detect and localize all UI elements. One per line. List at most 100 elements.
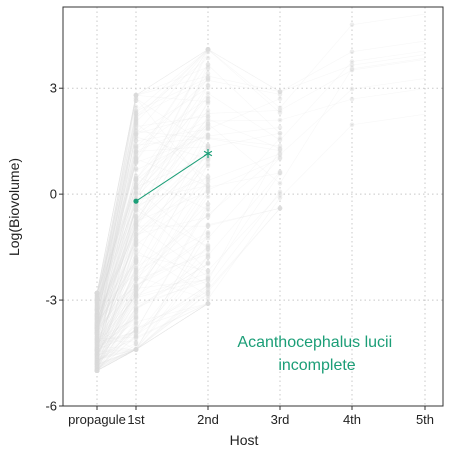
background-point <box>133 213 139 219</box>
background-point <box>133 306 139 312</box>
background-point <box>205 254 211 260</box>
lineage-segment <box>279 68 353 184</box>
lineage-segment <box>135 303 209 329</box>
background-point <box>205 77 211 82</box>
background-point <box>133 260 139 265</box>
background-point <box>205 75 211 81</box>
highlight-point <box>133 198 139 204</box>
background-point <box>205 47 211 52</box>
background-point <box>133 339 139 345</box>
background-point <box>94 334 100 339</box>
background-point <box>94 330 100 335</box>
lineage-segment <box>96 349 137 371</box>
background-point <box>205 233 211 238</box>
lineage-segment <box>96 224 137 324</box>
lineage-segment <box>135 250 209 297</box>
background-point <box>205 282 211 287</box>
background-point <box>94 344 100 349</box>
background-point <box>133 289 139 294</box>
background-point <box>133 309 139 315</box>
background-point <box>277 146 283 151</box>
background-point <box>205 301 211 306</box>
background-point <box>94 301 100 307</box>
lineage-segment <box>96 177 137 325</box>
background-point <box>94 345 100 350</box>
background-point <box>133 92 139 98</box>
lineage-segment <box>135 136 209 160</box>
lineage-segment <box>96 134 137 328</box>
background-point <box>133 124 139 129</box>
background-point <box>133 155 139 161</box>
lineage-segment <box>96 205 137 350</box>
lineage-segment <box>96 224 137 328</box>
x-tick-label: 2nd <box>197 412 219 427</box>
lineage-segment <box>279 98 353 121</box>
lineage-segment <box>135 186 209 294</box>
lineage-segment <box>96 153 137 316</box>
background-point <box>94 303 100 309</box>
background-point <box>205 274 211 280</box>
background-point <box>133 119 139 125</box>
lineage-segment <box>96 328 137 364</box>
background-point <box>205 83 211 88</box>
background-point <box>205 276 211 282</box>
background-point <box>94 367 100 373</box>
lineage-segment <box>96 244 137 342</box>
background-point <box>133 347 139 352</box>
lineage-segment <box>96 118 137 338</box>
background-point <box>94 319 100 325</box>
background-point <box>133 347 139 352</box>
lineage-segment <box>96 316 137 349</box>
background-point <box>94 339 100 345</box>
background-point <box>94 322 100 328</box>
background-point <box>133 120 139 126</box>
lineage-segment <box>96 241 137 330</box>
background-point <box>205 235 211 241</box>
background-point <box>94 358 100 364</box>
lineage-segment <box>96 252 137 335</box>
background-point <box>133 205 139 211</box>
lineage-segment <box>96 219 137 333</box>
background-point <box>205 255 211 260</box>
lineage-segment <box>135 191 209 222</box>
background-point <box>205 144 211 149</box>
background-point <box>94 347 100 353</box>
background-point <box>94 349 100 355</box>
lineage-segment <box>135 303 209 339</box>
lineage-segment <box>135 137 209 146</box>
lineage-segment <box>96 130 137 300</box>
lineage-segment <box>135 75 209 96</box>
background-point <box>94 354 100 360</box>
lineage-segment <box>96 307 137 364</box>
background-point <box>94 342 100 347</box>
background-point <box>205 113 211 119</box>
lineage-segment <box>96 292 137 342</box>
background-point <box>205 95 211 100</box>
background-point <box>133 277 139 282</box>
background-point <box>205 47 211 52</box>
background-point <box>94 350 100 355</box>
lineage-segment <box>96 293 137 354</box>
background-point <box>133 267 139 273</box>
lineage-segment <box>96 158 137 317</box>
background-point <box>133 156 139 162</box>
lineage-segment <box>135 158 209 186</box>
background-point <box>205 243 211 249</box>
background-point <box>133 326 139 331</box>
background-point <box>133 191 139 196</box>
background-point <box>205 201 211 207</box>
background-point <box>94 360 100 366</box>
background-point <box>94 368 100 373</box>
lineage-segment <box>135 87 209 135</box>
background-point <box>133 241 139 246</box>
background-point <box>133 347 139 352</box>
background-point <box>94 349 100 354</box>
background-point <box>133 219 139 225</box>
background-point <box>133 180 139 186</box>
background-point <box>277 130 283 136</box>
lineage-segment <box>96 199 137 310</box>
background-point <box>94 306 100 312</box>
lineage-segment <box>135 77 209 112</box>
x-tick-label: 1st <box>127 412 145 427</box>
background-point <box>133 232 139 238</box>
